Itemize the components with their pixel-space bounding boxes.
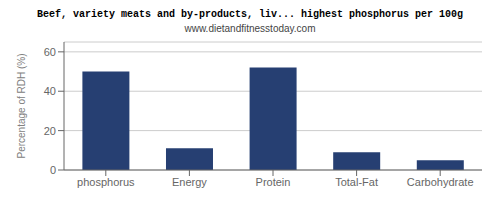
svg-text:Total-Fat: Total-Fat [335,176,378,188]
svg-text:phosphorus: phosphorus [77,176,135,188]
svg-text:60: 60 [44,46,56,58]
svg-text:Energy: Energy [172,176,207,188]
html-text:www.dietandfitnesstoday.com: www.dietandfitnesstoday.com [184,23,316,34]
svg-text:40: 40 [44,85,56,97]
svg-text:Carbohydrate: Carbohydrate [407,176,474,188]
html-text:Beef, variety meats and by-pro: Beef, variety meats and by-products, liv… [37,9,463,20]
svg-text:0: 0 [50,164,56,176]
svg-text:Percentage of RDH (%): Percentage of RDH (%) [16,53,27,158]
svg-text:Protein: Protein [256,176,291,188]
svg-text:20: 20 [44,125,56,137]
